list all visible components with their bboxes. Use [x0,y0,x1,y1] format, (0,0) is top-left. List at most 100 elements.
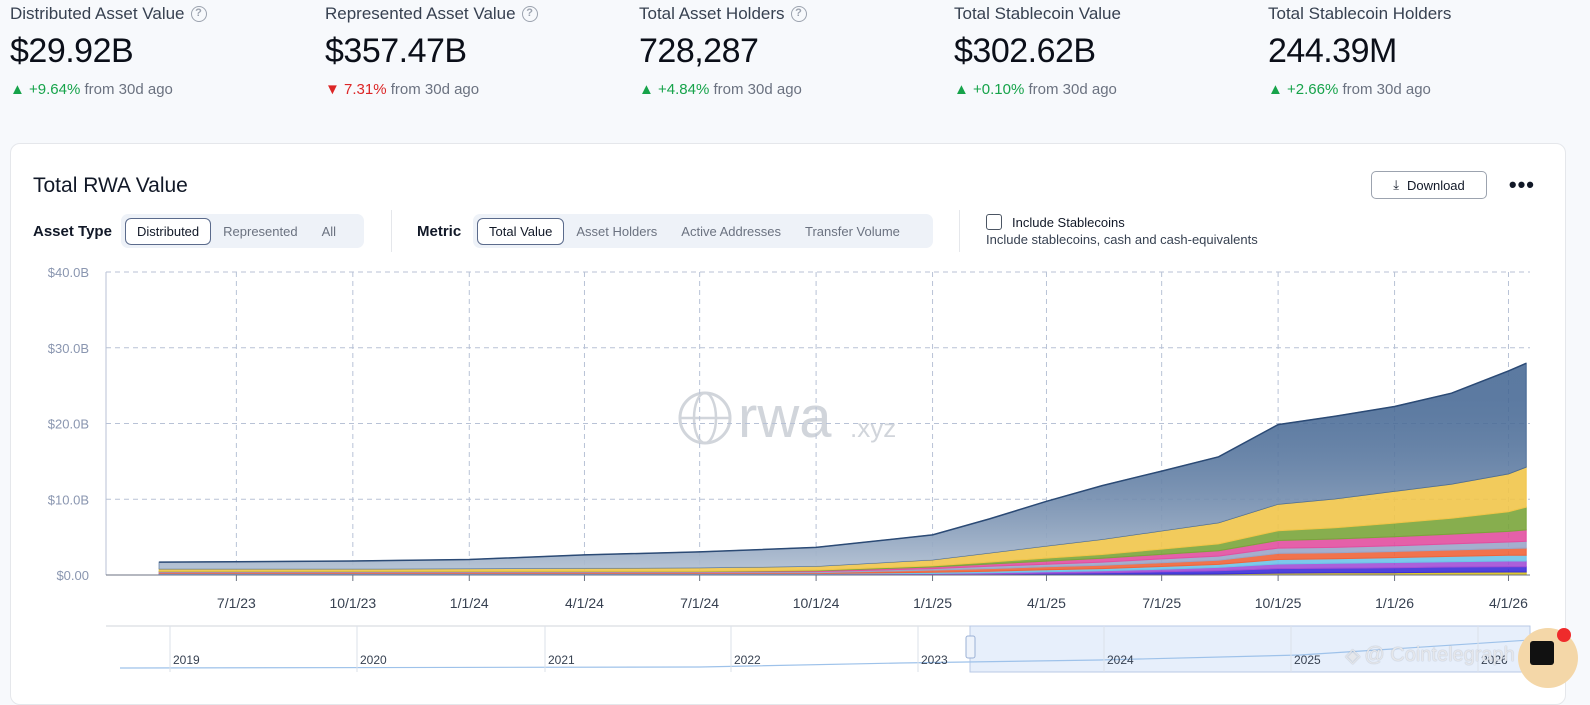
timeline-year-label: 2024 [1107,653,1134,667]
download-button[interactable]: ⤓ Download [1371,171,1487,199]
kpi-change-period: from 30d ago [1028,81,1117,98]
chart-title: Total RWA Value [33,174,188,197]
rwa-watermark-suffix: .xyz [850,413,896,443]
kpi-label: Total Stablecoin Holders [1268,4,1568,24]
kpi-change-percent: +9.64% [29,81,85,98]
arrow-up-icon: ▲ [954,81,974,98]
kpi-change-period: from 30d ago [1342,81,1431,98]
download-label: Download [1406,177,1465,193]
metric-option-transfer-volume[interactable]: Transfer Volume [805,223,900,239]
kpi-change: ▼ 7.31% from 30d ago [325,81,625,98]
kpi-label: Represented Asset Value? [325,4,625,24]
timeline-year-label: 2021 [548,653,575,667]
kpi-label-text: Total Stablecoin Value [954,4,1121,23]
x-tick-label: 7/1/23 [217,595,256,611]
arrow-up-icon: ▲ [639,81,659,98]
timeline-year-label: 2020 [360,653,387,667]
y-tick-label: $20.0B [48,417,89,432]
y-tick-label: $10.0B [48,492,89,507]
kpi-card: Total Stablecoin Value $302.62B ▲ +0.10% f… [954,4,1254,98]
x-tick-label: 4/1/24 [565,595,604,611]
kpi-label: Total Stablecoin Value [954,4,1254,24]
asset-type-option-represented[interactable]: Represented [223,223,298,239]
kpi-strip: Distributed Asset Value? $29.92B ▲ +9.64% … [0,0,1590,130]
x-tick-label: 7/1/24 [680,595,719,611]
x-tick-label: 7/1/25 [1142,595,1181,611]
timeline-year-label: 2022 [734,653,761,667]
kpi-change-period: from 30d ago [84,81,173,98]
divider [391,210,392,252]
timeline-sparkline [119,639,1531,669]
metric-label: Metric [417,223,462,240]
x-tick-label: 4/1/25 [1027,595,1066,611]
kpi-change-period: from 30d ago [713,81,802,98]
timeline-year-label: 2019 [173,653,200,667]
divider [959,210,960,252]
kpi-card: Represented Asset Value? $357.47B ▼ 7.31% … [325,4,625,98]
metric-segmented: Total Value Asset Holders Active Addresses… [473,214,933,248]
kpi-value: 244.39M [1268,32,1397,70]
x-tick-label: 1/1/24 [450,595,489,611]
more-icon[interactable]: ••• [1508,172,1535,197]
kpi-label-text: Distributed Asset Value [10,4,185,23]
rwa-area-chart: rwa .xyz $0.00 $10.0B $20.0B $30.0B $40.0B 7/1/… [48,265,1531,673]
arrow-down-icon: ▼ [325,81,345,98]
kpi-change-percent: +2.66% [1287,81,1343,98]
kpi-change-period: from 30d ago [390,81,480,98]
kpi-value: $302.62B [954,32,1096,70]
cointelegraph-logo-icon: ◈ [1345,645,1361,667]
x-tick-label: 10/1/24 [793,595,840,611]
include-stablecoins-label: Include Stablecoins [1012,215,1125,230]
kpi-change-percent: +4.84% [658,81,714,98]
kpi-change-percent: +0.10% [973,81,1029,98]
rwa-watermark-text: rwa [738,385,832,450]
series-area-highlight [159,363,1527,569]
cointelegraph-watermark: ◈ @ Cointelegraph [1345,643,1515,668]
include-stablecoins-checkbox[interactable] [986,214,1002,230]
asset-type-label: Asset Type [33,223,112,240]
help-icon[interactable]: ? [521,6,538,22]
y-tick-label: $0.00 [56,568,89,583]
metric-option-asset-holders[interactable]: Asset Holders [576,223,658,239]
arrow-up-icon: ▲ [1268,81,1288,98]
kpi-change: ▲ +2.66% from 30d ago [1268,81,1568,98]
rwa-watermark: rwa .xyz [678,385,896,450]
x-tick-label: 1/1/26 [1375,595,1414,611]
timeline-year-label: 2025 [1294,653,1321,667]
metric-option-total-value[interactable]: Total Value [477,217,565,245]
kpi-change: ▲ +4.84% from 30d ago [639,81,939,98]
include-stablecoins-description: Include stablecoins, cash and cash-equiv… [986,232,1258,247]
kpi-change: ▲ +0.10% from 30d ago [954,81,1254,98]
x-tick-label: 1/1/25 [913,595,952,611]
kpi-change: ▲ +9.64% from 30d ago [10,81,310,98]
kpi-label: Distributed Asset Value? [10,4,310,24]
download-icon: ⤓ [1393,177,1399,192]
metric-option-active-addresses[interactable]: Active Addresses [681,223,781,239]
kpi-card: Total Stablecoin Holders 244.39M ▲ +2.66% … [1268,4,1568,98]
arrow-up-icon: ▲ [10,81,30,98]
help-icon[interactable]: ? [190,6,207,22]
help-icon[interactable]: ? [790,6,807,22]
kpi-value: $29.92B [10,32,134,70]
kpi-value: $357.47B [325,32,467,70]
asset-type-segmented: Distributed Represented All [121,214,364,248]
kpi-change-percent: 7.31% [344,81,391,98]
asset-type-option-all[interactable]: All [321,223,337,239]
kpi-label-text: Total Asset Holders [639,4,785,23]
series-line-total [159,362,1527,563]
corner-avatar-icon [1530,641,1554,665]
kpi-card: Distributed Asset Value? $29.92B ▲ +9.64% … [10,4,310,98]
timeline-year-label: 2023 [921,653,948,667]
kpi-card: Total Asset Holders? 728,287 ▲ +4.84% from… [639,4,939,98]
x-tick-label: 10/1/25 [1255,595,1302,611]
x-tick-label: 4/1/26 [1489,595,1528,611]
asset-type-option-distributed[interactable]: Distributed [125,217,212,245]
kpi-label-text: Represented Asset Value [325,4,516,23]
kpi-label-text: Total Stablecoin Holders [1268,4,1452,23]
cointelegraph-text: @ Cointelegraph [1364,644,1515,666]
kpi-value: 728,287 [639,32,759,70]
timeline-handle-left [965,635,976,659]
notification-dot [1557,628,1571,642]
y-tick-label: $30.0B [48,341,89,356]
kpi-label: Total Asset Holders? [639,4,939,24]
